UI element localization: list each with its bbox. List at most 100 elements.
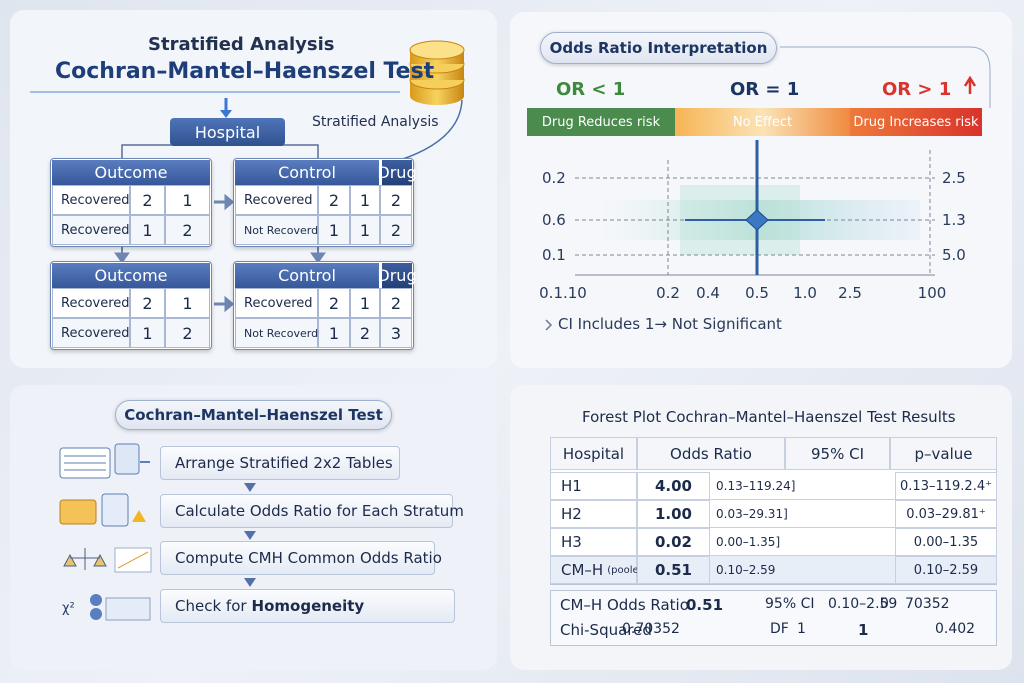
right-label: 1.3 bbox=[942, 211, 966, 229]
summary-text: 95% CI bbox=[765, 596, 815, 612]
column-header: Odds Ratio bbox=[637, 437, 785, 470]
bottom-label: 0.5 bbox=[745, 284, 769, 302]
estimate bbox=[745, 209, 769, 231]
summary-text: 0.51 bbox=[686, 596, 724, 614]
hospital-name: H1 bbox=[561, 477, 582, 495]
bottom-label: 0.2 bbox=[656, 284, 680, 302]
hospital: H1 bbox=[550, 472, 637, 500]
section-title: Cochran–Mantel–Haenszel Test bbox=[115, 400, 392, 430]
bottom-label: 0.4 bbox=[696, 284, 720, 302]
hospital: H2 bbox=[550, 500, 637, 528]
cell-value: 1 bbox=[318, 318, 350, 348]
connector bbox=[399, 99, 463, 161]
step-box: Check for Homogeneity bbox=[160, 589, 455, 623]
cell-value: 2 bbox=[165, 318, 210, 348]
cell-value: 2 bbox=[130, 185, 165, 215]
ci: 0.03–29.31] bbox=[710, 500, 895, 528]
row-label: Recovered bbox=[235, 185, 318, 215]
cell-value: 3 bbox=[380, 318, 412, 348]
hospital-name: CM–H bbox=[561, 561, 604, 579]
p-value: 0.10–2.59 bbox=[895, 556, 997, 584]
cell-value: 2 bbox=[165, 215, 210, 245]
summary-text: CM–H Odds Ratio bbox=[560, 596, 689, 614]
step-box: Calculate Odds Ratio for Each Stratum bbox=[160, 494, 464, 528]
note: CI Includes 1→ Not Significant bbox=[558, 315, 782, 333]
summary-text: 0.70352 bbox=[622, 621, 680, 637]
hospital-name: H3 bbox=[561, 533, 582, 551]
odds-ratio: 1.00 bbox=[637, 500, 710, 528]
odds-ratio: 0.02 bbox=[637, 528, 710, 556]
hospital-name: H2 bbox=[561, 505, 582, 523]
right-label: 2.5 bbox=[942, 169, 966, 187]
step-box: Compute CMH Common Odds Ratio bbox=[160, 541, 442, 575]
table-header: Control bbox=[235, 263, 379, 288]
row-label: Recovered bbox=[235, 288, 318, 318]
subtitle: Cochran–Mantel–Haenszel Test bbox=[55, 59, 435, 84]
cell-value: 1 bbox=[165, 185, 210, 215]
hospital: CM–H (pooled) bbox=[550, 556, 649, 584]
cell-value: 1 bbox=[130, 215, 165, 245]
title: Stratified Analysis bbox=[148, 34, 335, 55]
bottom-label: 100 bbox=[917, 284, 947, 302]
cell-value: 2 bbox=[318, 288, 350, 318]
heading: OR > 1 bbox=[882, 79, 952, 100]
cell-value: 2 bbox=[318, 185, 350, 215]
ci: 0.10–2.59 bbox=[710, 556, 895, 584]
cell-value: 1 bbox=[350, 288, 380, 318]
heading: OR < 1 bbox=[556, 79, 626, 100]
left-label: 0.2 bbox=[542, 169, 566, 187]
summary-text: 1 bbox=[797, 621, 806, 637]
table-header: Drug bbox=[377, 263, 417, 288]
section-title: Forest Plot Cochran–Mantel–Haenszel Test… bbox=[582, 408, 956, 426]
svg-text:χ²: χ² bbox=[62, 601, 75, 616]
odds-ratio: 4.00 bbox=[637, 472, 710, 500]
cell-value: 2 bbox=[380, 215, 412, 245]
row-label: Recovered bbox=[52, 288, 130, 318]
band-label: Drug Reduces risk bbox=[541, 114, 661, 130]
section-title: Odds Ratio Interpretation bbox=[540, 32, 777, 64]
ci: 0.13–119.24] bbox=[710, 472, 895, 500]
cell-value: 1 bbox=[350, 185, 380, 215]
left-label: 0.1 bbox=[542, 246, 566, 264]
root-node: Hospital bbox=[170, 118, 285, 146]
p-value: 0.00–1.35 bbox=[895, 528, 997, 556]
row-label: Not Recoverd bbox=[235, 318, 318, 348]
chevron bbox=[545, 319, 553, 331]
branch-label: Stratified Analysis bbox=[312, 114, 439, 130]
cell-value: 1 bbox=[130, 318, 165, 348]
cell-value: 2 bbox=[380, 185, 412, 215]
ci-band bbox=[600, 200, 920, 240]
table-header: Outcome bbox=[52, 263, 210, 288]
band-label: Drug Increases risk bbox=[853, 114, 979, 130]
column-header: 95% CI bbox=[785, 437, 890, 470]
step-emphasis: Homogeneity bbox=[251, 597, 365, 615]
table-header: Drug bbox=[377, 160, 417, 185]
odds-ratio: 0.51 bbox=[637, 556, 710, 584]
bottom-label: 2.5 bbox=[838, 284, 862, 302]
cell-value: 1 bbox=[318, 215, 350, 245]
right-label: 5.0 bbox=[942, 246, 966, 264]
step-text: Check for bbox=[175, 597, 247, 615]
left-label: 0.6 bbox=[542, 211, 566, 229]
cell-value: 1 bbox=[350, 215, 380, 245]
table-header: Control bbox=[235, 160, 379, 185]
step-box: Arrange Stratified 2x2 Tables bbox=[160, 446, 400, 480]
arrow-head bbox=[220, 110, 232, 118]
cell-value: 2 bbox=[380, 288, 412, 318]
table-header: Outcome bbox=[52, 160, 210, 185]
ci: 0.00–1.35] bbox=[710, 528, 895, 556]
cell-value: 2 bbox=[350, 318, 380, 348]
p-value: 0.13–119.2.4⁺ bbox=[895, 472, 997, 500]
hospital: H3 bbox=[550, 528, 637, 556]
summary-text: DF bbox=[770, 621, 789, 637]
bottom-label: 1.0 bbox=[793, 284, 817, 302]
column-header: Hospital bbox=[550, 437, 637, 470]
column-header: p–value bbox=[890, 437, 997, 470]
summary-text: 1 bbox=[858, 621, 869, 639]
p-value: 0.03–29.81⁺ bbox=[895, 500, 997, 528]
summary-text: 0 bbox=[880, 596, 889, 612]
row-label: Recovered bbox=[52, 185, 130, 215]
row-label: Not Recoverd bbox=[235, 215, 318, 245]
